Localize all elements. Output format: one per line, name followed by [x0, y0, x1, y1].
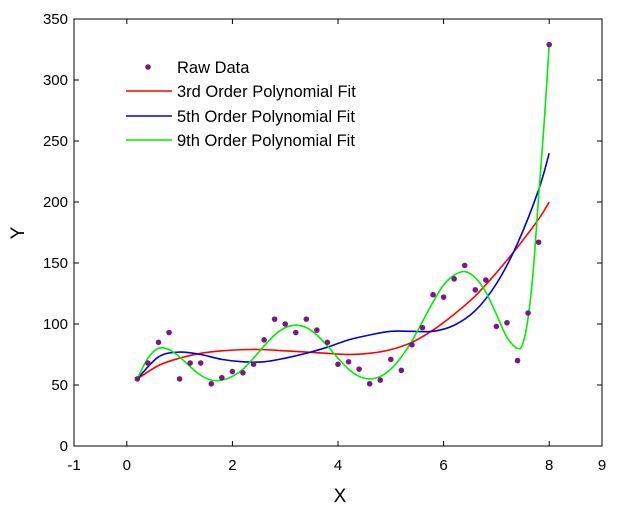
- y-tick-label: 0: [60, 438, 68, 455]
- raw-data-point: [324, 339, 331, 346]
- raw-data-point: [356, 366, 362, 372]
- raw-data-point: [155, 339, 162, 346]
- raw-data-point: [282, 321, 289, 327]
- legend-raw-data-label: Raw Data: [177, 59, 250, 77]
- raw-data-point: [388, 356, 394, 363]
- raw-data-point: [187, 360, 193, 366]
- raw-data-point: [240, 370, 246, 376]
- x-tick-label: 6: [439, 457, 447, 474]
- raw-data-point: [176, 376, 183, 382]
- raw-data-point: [546, 41, 552, 48]
- y-tick-label: 200: [43, 194, 68, 211]
- raw-data-point: [345, 359, 352, 365]
- raw-data-point: [493, 323, 500, 330]
- legend-raw-data-marker: [145, 64, 151, 70]
- y-tick-label: 300: [43, 72, 68, 89]
- y-tick-label: 100: [43, 316, 68, 333]
- raw-data-point: [208, 380, 215, 387]
- x-tick-label: 8: [545, 457, 553, 474]
- y-tick-label: 250: [43, 133, 68, 150]
- x-tick-label: 9: [598, 457, 606, 474]
- raw-data-point: [514, 357, 521, 364]
- y-axis-title: Y: [8, 226, 29, 239]
- x-axis-title: X: [334, 486, 347, 507]
- raw-data-point: [461, 262, 468, 269]
- raw-data-point: [166, 329, 172, 336]
- raw-data-point: [430, 291, 436, 298]
- legend-3rd-order-label: 3rd Order Polynomial Fit: [177, 83, 356, 101]
- raw-data-point: [314, 327, 320, 333]
- x-tick-label: -1: [67, 457, 80, 474]
- y-tick-label: 150: [43, 255, 68, 272]
- fit-curves: [136, 44, 550, 382]
- y-tick-label: 350: [43, 11, 68, 28]
- fit-9th-order-line: [136, 44, 550, 382]
- raw-data-point: [409, 341, 415, 348]
- raw-data-points: [134, 41, 552, 387]
- legend: Raw Data 3rd Order Polynomial Fit 5th Or…: [126, 59, 356, 150]
- fit-3rd-order-line: [136, 201, 550, 380]
- raw-data-point: [271, 316, 278, 322]
- raw-data-point: [292, 329, 299, 336]
- raw-data-point: [377, 377, 384, 383]
- raw-data-point: [261, 337, 267, 343]
- legend-5th-order-label: 5th Order Polynomial Fit: [177, 108, 355, 126]
- raw-data-point: [398, 367, 405, 374]
- raw-data-point: [472, 287, 479, 293]
- fit-5th-order-line: [136, 152, 550, 380]
- raw-data-point: [145, 360, 151, 366]
- raw-data-point: [504, 319, 510, 326]
- raw-data-point: [440, 294, 447, 300]
- legend-9th-order-label: 9th Order Polynomial Fit: [177, 132, 355, 150]
- raw-data-point: [229, 368, 236, 375]
- x-tick-label: 4: [334, 457, 342, 474]
- raw-data-point: [535, 239, 542, 246]
- raw-data-point: [303, 316, 310, 322]
- raw-data-point: [525, 310, 531, 316]
- raw-data-point: [419, 324, 426, 331]
- raw-data-point: [451, 276, 457, 282]
- raw-data-point: [483, 277, 489, 283]
- x-tick-label: 0: [123, 457, 131, 474]
- raw-data-point: [366, 380, 373, 387]
- x-tick-label: 2: [228, 457, 236, 474]
- axis-ticks: -1 0 2 4 6 8 9 0 50 100 150 200 250 300 350: [43, 11, 606, 474]
- raw-data-point: [335, 361, 341, 368]
- raw-data-point: [219, 374, 225, 381]
- raw-data-point: [250, 361, 257, 368]
- y-tick-label: 50: [51, 377, 68, 394]
- raw-data-point: [134, 376, 141, 382]
- raw-data-point: [197, 360, 204, 366]
